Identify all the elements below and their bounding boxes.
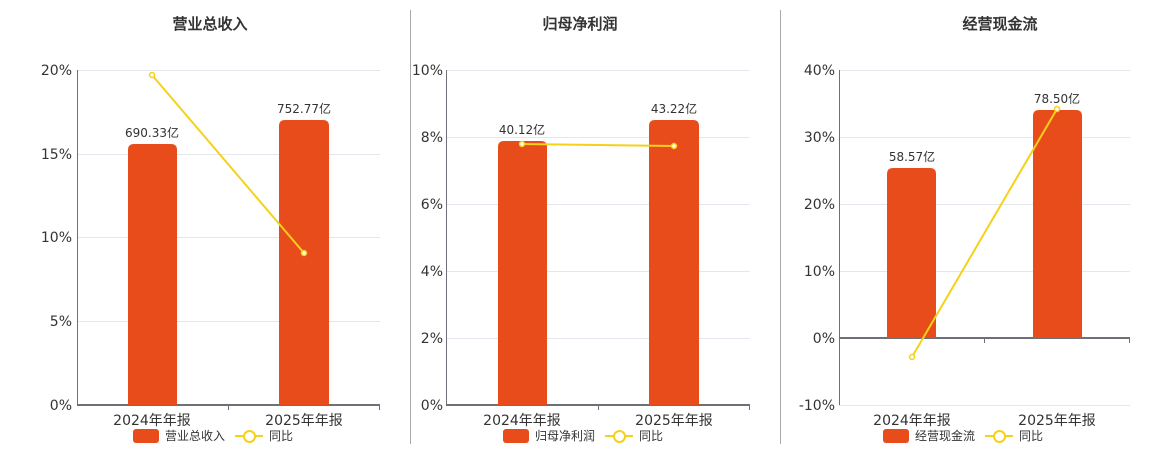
- chart-title: 营业总收入: [172, 15, 248, 33]
- y-tick: 8%: [421, 130, 443, 146]
- y-tick: 15%: [41, 147, 72, 163]
- y-tick: 0%: [813, 331, 835, 347]
- chart-panel-net-profit: 归母净利润 10% 8% 6% 4% 2% 0% 40.12亿 43.22亿 2…: [412, 15, 750, 444]
- line-point: [1053, 105, 1061, 113]
- bar-2025: [1033, 110, 1082, 338]
- line-point: [300, 249, 308, 257]
- legend-line-label[interactable]: 同比: [1019, 429, 1044, 443]
- x-tick: 2024年年报: [113, 413, 191, 429]
- legend-line-swatch[interactable]: [985, 429, 1014, 443]
- y-tick: 5%: [50, 314, 72, 330]
- legend-line-swatch[interactable]: [235, 429, 264, 443]
- y-tick: -10%: [799, 398, 835, 414]
- bar-label: 690.33亿: [125, 125, 179, 140]
- bar-2024: [887, 168, 936, 338]
- x-tick: 2024年年报: [873, 413, 951, 429]
- x-tick: 2025年年报: [1018, 413, 1096, 429]
- legend-bar-swatch[interactable]: [883, 428, 909, 443]
- line-point: [670, 142, 678, 150]
- bar-2024: [498, 141, 547, 405]
- divider: [410, 10, 411, 444]
- divider: [780, 10, 781, 444]
- line-point: [148, 71, 156, 79]
- bar-label: 58.57亿: [889, 149, 935, 164]
- chart-plot: 20% 15% 10% 5% 0% 690.33亿 752.77亿 2024年年…: [41, 63, 380, 429]
- y-tick: 10%: [804, 264, 835, 280]
- legend-bar-label[interactable]: 归母净利润: [535, 429, 596, 443]
- bar-label: 40.12亿: [499, 122, 545, 137]
- bar-label: 78.50亿: [1034, 91, 1080, 106]
- chart-plot: 10% 8% 6% 4% 2% 0% 40.12亿 43.22亿 2024年年报…: [412, 63, 750, 429]
- y-tick: 40%: [804, 63, 835, 79]
- legend-line-label[interactable]: 同比: [269, 429, 294, 443]
- y-tick: 2%: [421, 331, 443, 347]
- y-tick: 20%: [41, 63, 72, 79]
- bar-label: 43.22亿: [651, 101, 697, 116]
- y-tick: 0%: [421, 398, 443, 414]
- y-tick: 30%: [804, 130, 835, 146]
- legend-line-swatch[interactable]: [605, 429, 634, 443]
- bar-2025: [649, 120, 699, 405]
- legend-bar-swatch[interactable]: [503, 428, 529, 443]
- legend: 营业总收入 同比: [133, 427, 293, 444]
- y-tick: 20%: [804, 197, 835, 213]
- line-point: [908, 353, 916, 361]
- x-tick: 2025年年报: [265, 413, 343, 429]
- legend-bar-label[interactable]: 营业总收入: [165, 429, 226, 443]
- chart-title: 经营现金流: [962, 15, 1038, 33]
- y-tick: 6%: [421, 197, 443, 213]
- legend-bar-swatch[interactable]: [133, 428, 159, 443]
- y-tick: 10%: [412, 63, 443, 79]
- line-point: [518, 140, 526, 148]
- legend-bar-label[interactable]: 经营现金流: [915, 429, 976, 443]
- legend: 归母净利润 同比: [503, 427, 663, 444]
- chart-panel-revenue: 营业总收入 20% 15% 10% 5% 0% 690.33亿 752.77亿 …: [0, 0, 400, 450]
- y-tick: 4%: [421, 264, 443, 280]
- y-tick: 0%: [50, 398, 72, 414]
- legend: 经营现金流 同比: [883, 427, 1043, 444]
- legend-line-label[interactable]: 同比: [639, 429, 664, 443]
- bar-2025: [279, 120, 329, 405]
- bar-label: 752.77亿: [277, 101, 331, 116]
- x-tick: 2025年年报: [635, 413, 713, 429]
- bar-2024: [128, 144, 177, 405]
- x-tick: 2024年年报: [483, 413, 561, 429]
- chart-title: 归母净利润: [542, 15, 618, 33]
- y-tick: 10%: [41, 230, 72, 246]
